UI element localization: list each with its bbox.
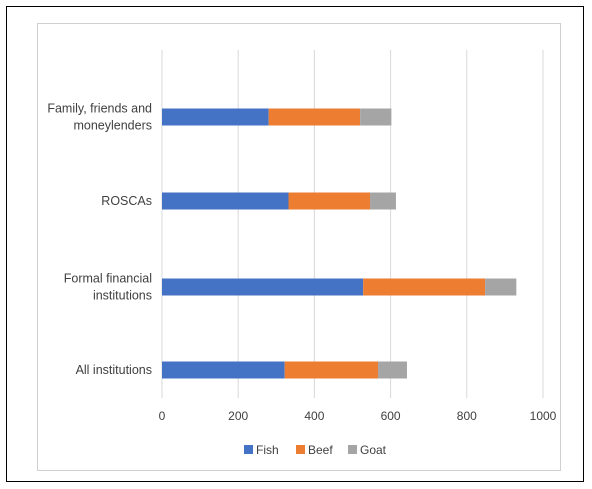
x-tick-labels: 0 200 400 600 800 1000	[159, 409, 557, 423]
category-label: ROSCAs	[101, 194, 152, 208]
legend[interactable]: Fish Beef Goat	[244, 443, 387, 457]
bar-fish	[162, 361, 285, 379]
x-tick-label: 1000	[530, 409, 557, 423]
legend-label-beef: Beef	[308, 443, 333, 457]
category-label: All institutions	[76, 363, 152, 377]
x-tick-label: 200	[228, 409, 248, 423]
legend-label-goat: Goat	[360, 443, 387, 457]
legend-swatch-goat	[348, 445, 357, 454]
bar-goat	[378, 361, 407, 379]
x-tick-label: 0	[159, 409, 166, 423]
chart-area: Family, friends and moneylenders ROSCAs For…	[37, 23, 561, 471]
bar-goat	[370, 192, 396, 210]
legend-swatch-beef	[296, 445, 305, 454]
category-labels: Family, friends and moneylenders ROSCAs For…	[47, 102, 152, 378]
category-label: Formal financial	[64, 272, 152, 286]
bar-beef	[268, 108, 361, 126]
category-label: moneylenders	[73, 119, 152, 133]
gridlines	[161, 50, 544, 398]
bar-beef	[288, 192, 371, 210]
x-tick-label: 400	[304, 409, 324, 423]
bar-goat	[360, 108, 392, 126]
bar-fish	[162, 192, 289, 210]
legend-label-fish: Fish	[256, 443, 279, 457]
bar-beef	[363, 278, 486, 296]
stacked-bar-chart: Family, friends and moneylenders ROSCAs For…	[47, 50, 557, 457]
legend-swatch-fish	[244, 445, 253, 454]
figure-frame: Family, friends and moneylenders ROSCAs For…	[6, 6, 584, 482]
category-label: institutions	[93, 289, 152, 303]
bar-beef	[284, 361, 379, 379]
bar-fish	[162, 278, 364, 296]
category-label: Family, friends and	[47, 102, 152, 116]
x-tick-label: 800	[457, 409, 477, 423]
bar-goat	[485, 278, 517, 296]
bars	[162, 108, 517, 379]
bar-fish	[162, 108, 269, 126]
x-tick-label: 600	[381, 409, 401, 423]
